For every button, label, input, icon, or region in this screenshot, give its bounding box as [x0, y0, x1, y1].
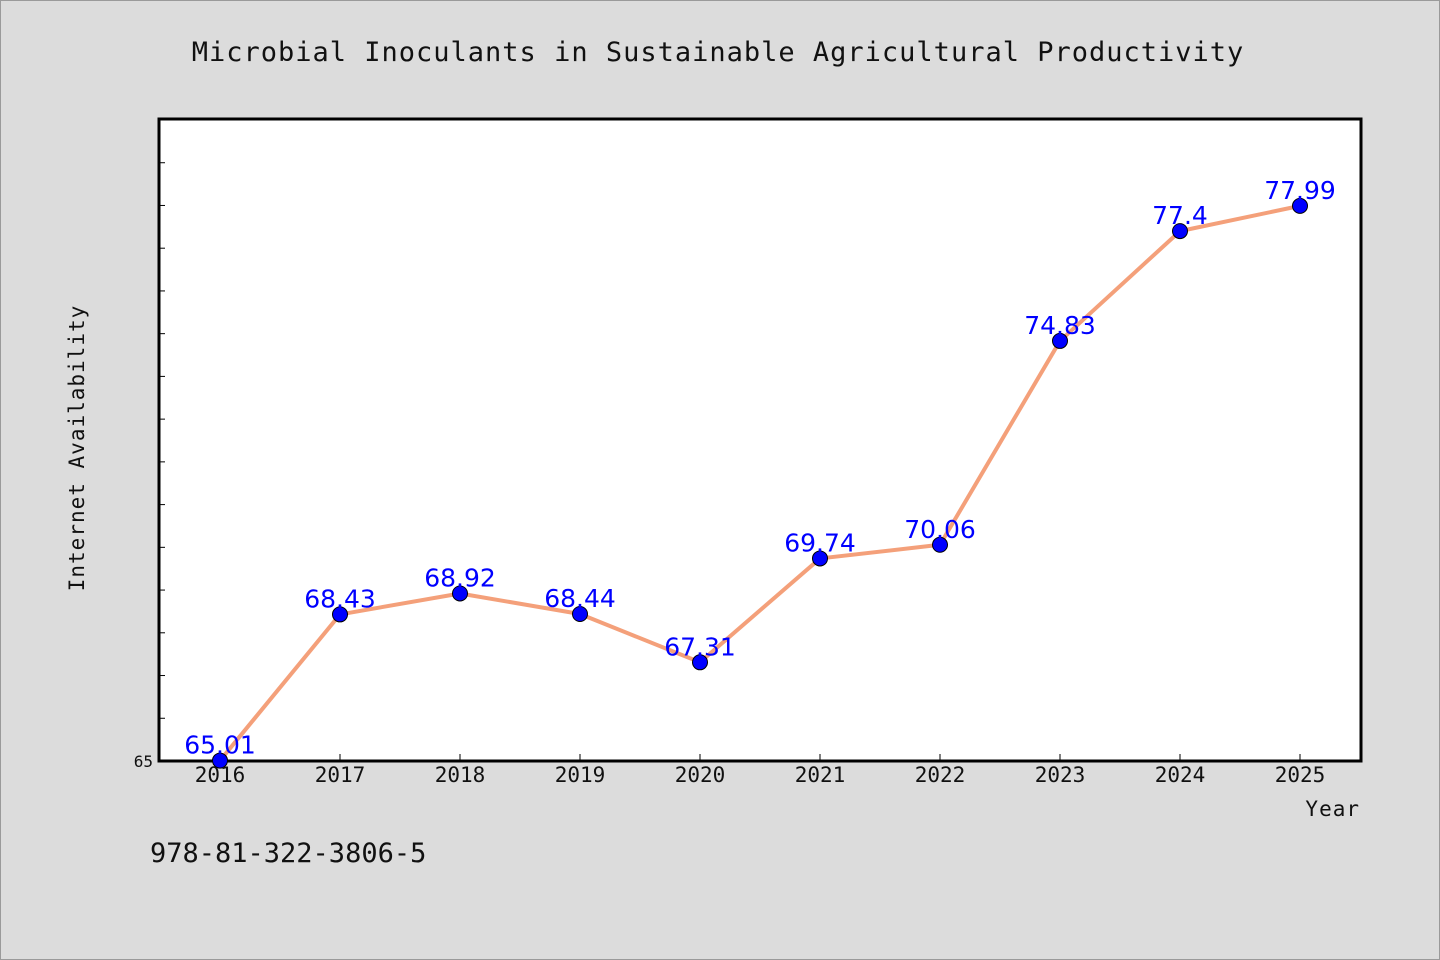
x-tick-label: 2017 — [315, 763, 366, 787]
data-point — [1052, 332, 1068, 349]
data-label: 77.99 — [1264, 176, 1336, 205]
data-label: 65.01 — [184, 731, 256, 760]
data-point — [812, 550, 828, 567]
data-label: 74.83 — [1024, 311, 1096, 340]
plot-area — [157, 117, 1363, 763]
x-tick-label: 2016 — [195, 763, 246, 787]
data-point — [452, 585, 468, 602]
data-labels: 65.01 68.43 68.92 68.44 67.31 69.74 70.06 74.83… — [184, 176, 1336, 760]
data-label: 69.74 — [784, 528, 856, 557]
x-tick-label: 2019 — [555, 763, 606, 787]
footer-isbn: 978-81-322-3806-5 — [150, 838, 426, 869]
data-label: 68.92 — [424, 563, 496, 592]
y-tick-label: 65 — [134, 752, 153, 771]
data-point — [332, 606, 348, 623]
y-axis-ticks — [159, 162, 165, 762]
series-line — [218, 203, 1301, 762]
data-label: 70.06 — [904, 515, 976, 544]
data-label: 77.4 — [1152, 201, 1208, 230]
data-label: 68.43 — [304, 584, 376, 613]
x-tick-label: 2020 — [675, 763, 726, 787]
x-tick-label: 2025 — [1275, 763, 1326, 787]
x-tick-label: 2018 — [435, 763, 486, 787]
x-tick-label: 2021 — [795, 763, 846, 787]
data-markers — [212, 197, 1308, 769]
data-point — [1292, 197, 1308, 214]
data-point — [1172, 223, 1188, 240]
chart-title: Microbial Inoculants in Sustainable Agri… — [192, 37, 1245, 68]
x-tick-label: 2022 — [915, 763, 966, 787]
data-point — [692, 654, 708, 671]
x-axis-label: Year — [1305, 797, 1360, 821]
x-tick-labels: 2016 2017 2018 2019 2020 2021 2022 2023 2024 2025 — [195, 763, 1326, 787]
data-label: 67.31 — [664, 632, 736, 661]
data-point — [932, 536, 948, 553]
y-axis-label: Internet Availability — [65, 305, 89, 592]
data-point — [212, 752, 228, 769]
x-tick-label: 2023 — [1035, 763, 1086, 787]
data-point — [572, 605, 588, 622]
data-label: 68.44 — [544, 584, 616, 613]
x-tick-label: 2024 — [1155, 763, 1206, 787]
